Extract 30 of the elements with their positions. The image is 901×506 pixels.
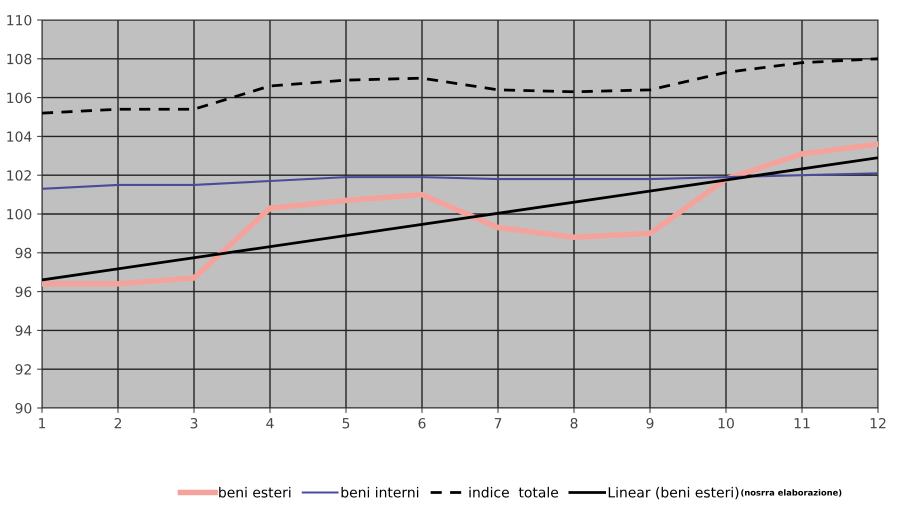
legend-label: beni interni — [342, 486, 418, 498]
x-tick-label: 3 — [190, 418, 198, 428]
x-tick-label: 8 — [570, 418, 578, 428]
y-tick-label: 90 — [15, 402, 32, 414]
line-series — [42, 172, 878, 190]
y-tick-label: 102 — [7, 170, 31, 181]
y-tick-label: 94 — [15, 325, 32, 336]
x-tick-label: 6 — [418, 418, 426, 428]
x-tick-label: 11 — [794, 418, 810, 428]
y-tick-label: 98 — [15, 248, 32, 258]
y-tick-label: 108 — [7, 54, 32, 64]
y-tick-label: 110 — [7, 14, 32, 26]
x-tick-label: 1 — [39, 418, 46, 428]
y-tick-label: 92 — [15, 364, 31, 375]
y-tick-label: 106 — [7, 92, 32, 104]
line-series — [42, 57, 878, 115]
x-tick-label: 2 — [114, 418, 122, 428]
y-tick-label: 104 — [7, 131, 32, 142]
x-tick-label: 12 — [870, 418, 886, 428]
x-tick-label: 5 — [342, 418, 350, 428]
legend-label: beni esteri — [219, 486, 290, 498]
legend-label: Linear (beni esteri) — [608, 486, 738, 500]
legend-label: indice totale — [469, 486, 558, 498]
x-tick-label: 10 — [718, 418, 734, 428]
x-tick-label: 9 — [646, 418, 654, 428]
x-tick-label: 7 — [494, 418, 502, 428]
x-tick-label: 4 — [266, 418, 274, 428]
text: (nosrra elaborazione) — [741, 489, 842, 497]
y-tick-label: 100 — [7, 208, 32, 220]
y-tick-label: 96 — [15, 286, 32, 298]
